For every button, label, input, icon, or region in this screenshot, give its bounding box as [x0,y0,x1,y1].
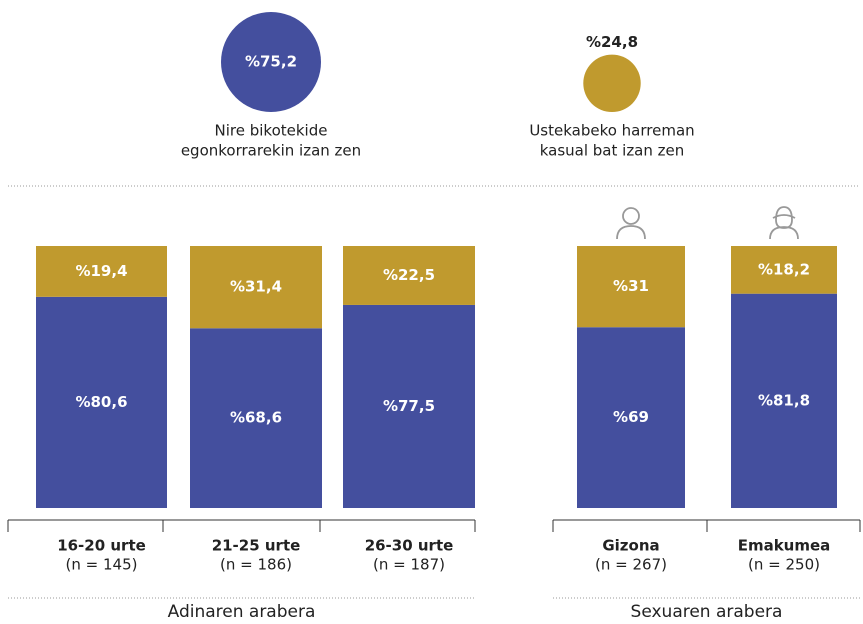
person-icons [616,206,799,240]
value-label: %68,6 [230,409,282,427]
bar-segment [731,293,837,508]
group-label: Adinaren arabera [168,602,316,622]
male-icon-body [616,225,646,240]
bar-segment [343,304,475,508]
bubble-label: %24,8 [586,33,638,51]
bar-segment [343,246,475,305]
sample-size: (n = 250) [748,556,820,574]
value-label: %22,5 [383,266,435,284]
bar-segment [190,246,322,329]
bubble-caption: kasual bat izan zen [540,142,685,160]
female-icon-head [772,206,796,229]
value-label: %77,5 [383,397,435,415]
bar-segment [577,327,685,508]
bubble-caption: egonkorrarekin izan zen [181,142,361,160]
sample-size: (n = 145) [66,556,138,574]
bubble-caption: Ustekabeko harreman [529,122,694,140]
value-label: %69 [613,408,649,426]
female-icon-body [769,226,799,240]
bar-segment [36,246,167,297]
bar-segment [577,246,685,328]
bubble [583,54,641,112]
bubble [221,12,321,112]
category-label: Gizona [602,537,659,555]
sample-size: (n = 186) [220,556,292,574]
value-label: %31,4 [230,278,282,296]
male-icon-head [622,207,640,225]
bubble-caption: Nire bikotekide [215,122,328,140]
bar-segment [36,296,167,508]
value-label: %81,8 [758,391,810,409]
category-label: 16-20 urte [57,537,146,555]
category-label: 26-30 urte [365,537,454,555]
sample-size: (n = 187) [373,556,445,574]
value-label: %31 [613,277,649,295]
category-label: Emakumea [738,537,831,555]
value-label: %19,4 [75,262,127,280]
bubble-label: %75,2 [245,53,297,71]
value-label: %18,2 [758,260,810,278]
category-label: 21-25 urte [212,537,301,555]
value-label: %80,6 [75,393,127,411]
group-label: Sexuaren arabera [631,602,783,622]
bar-segment [190,328,322,508]
sample-size: (n = 267) [595,556,667,574]
bar-segment [731,246,837,294]
